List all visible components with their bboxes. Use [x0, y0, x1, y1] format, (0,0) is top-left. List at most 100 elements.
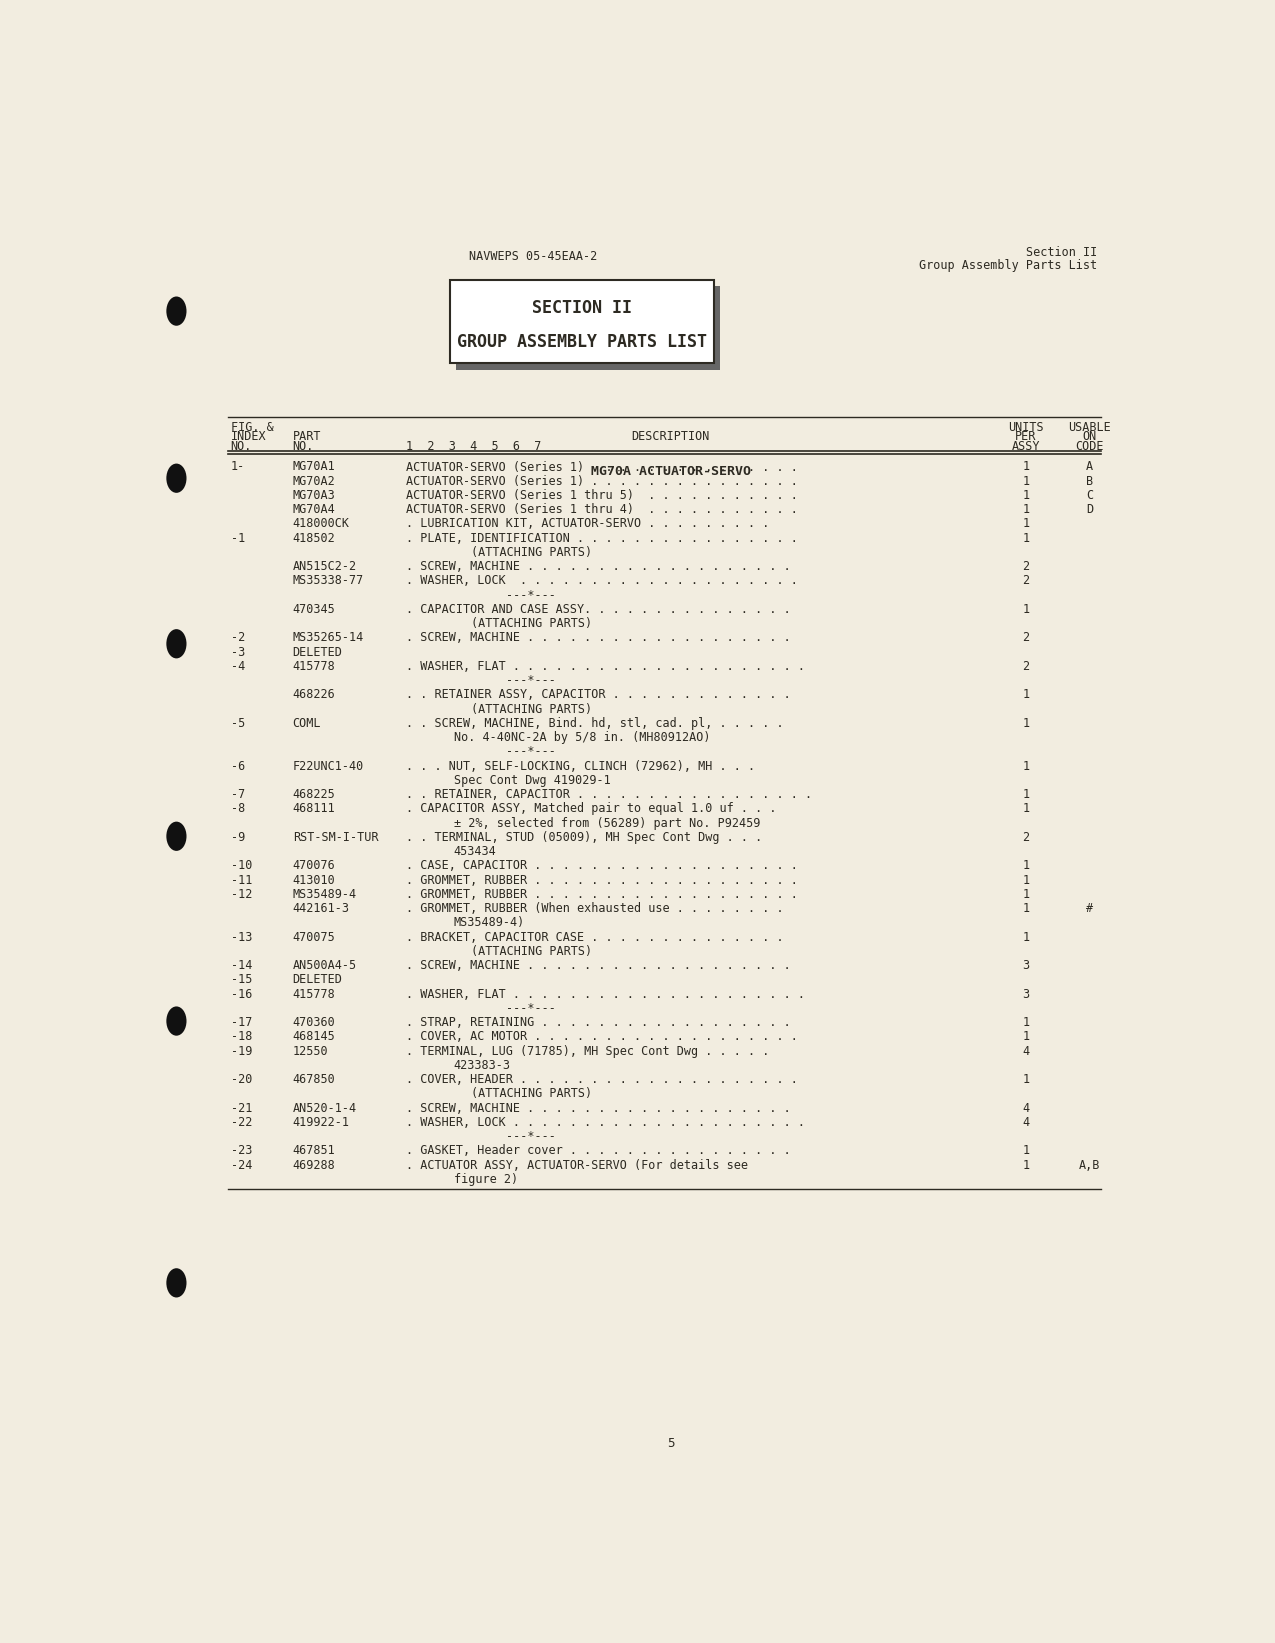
Ellipse shape: [166, 463, 186, 493]
Text: ON: ON: [1082, 430, 1096, 444]
Text: figure 2): figure 2): [454, 1173, 518, 1186]
Text: USABLE: USABLE: [1068, 421, 1111, 434]
Text: (ATTACHING PARTS): (ATTACHING PARTS): [470, 545, 592, 559]
Text: -10: -10: [231, 859, 252, 872]
Text: -13: -13: [231, 930, 252, 943]
Text: 1: 1: [1023, 490, 1029, 503]
Text: ---*---: ---*---: [506, 674, 556, 687]
Text: A: A: [1086, 460, 1093, 473]
Text: 3: 3: [1023, 960, 1029, 973]
Text: 1: 1: [1023, 1073, 1029, 1086]
Text: -4: -4: [231, 660, 245, 674]
Text: D: D: [1086, 503, 1093, 516]
Text: Spec Cont Dwg 419029-1: Spec Cont Dwg 419029-1: [454, 774, 611, 787]
Text: PART: PART: [293, 430, 321, 444]
Text: 470075: 470075: [293, 930, 335, 943]
Text: B: B: [1086, 475, 1093, 488]
Text: ACTUATOR-SERVO (Series 1) . . . . . . . . . . . . . . .: ACTUATOR-SERVO (Series 1) . . . . . . . …: [405, 460, 798, 473]
Text: 5: 5: [667, 1438, 674, 1449]
Text: . CASE, CAPACITOR . . . . . . . . . . . . . . . . . . .: . CASE, CAPACITOR . . . . . . . . . . . …: [405, 859, 798, 872]
Text: FIG. &: FIG. &: [231, 421, 273, 434]
Text: MG70A2: MG70A2: [293, 475, 335, 488]
Text: -22: -22: [231, 1116, 252, 1129]
Text: 1: 1: [1023, 930, 1029, 943]
Text: COML: COML: [293, 716, 321, 729]
Text: 415778: 415778: [293, 660, 335, 674]
Text: MS35489-4: MS35489-4: [293, 887, 357, 900]
Text: ---*---: ---*---: [506, 1002, 556, 1015]
Text: -19: -19: [231, 1045, 252, 1058]
Text: 1: 1: [1023, 789, 1029, 802]
Text: 1: 1: [1023, 1015, 1029, 1029]
Text: . WASHER, FLAT . . . . . . . . . . . . . . . . . . . . .: . WASHER, FLAT . . . . . . . . . . . . .…: [405, 987, 805, 1001]
Text: 469288: 469288: [293, 1158, 335, 1171]
Text: ---*---: ---*---: [506, 746, 556, 759]
Ellipse shape: [166, 1268, 186, 1298]
Text: . TERMINAL, LUG (71785), MH Spec Cont Dwg . . . . .: . TERMINAL, LUG (71785), MH Spec Cont Dw…: [405, 1045, 769, 1058]
Text: . COVER, AC MOTOR . . . . . . . . . . . . . . . . . . .: . COVER, AC MOTOR . . . . . . . . . . . …: [405, 1030, 798, 1043]
Text: . GASKET, Header cover . . . . . . . . . . . . . . . .: . GASKET, Header cover . . . . . . . . .…: [405, 1144, 790, 1157]
Text: . LUBRICATION KIT, ACTUATOR-SERVO . . . . . . . . .: . LUBRICATION KIT, ACTUATOR-SERVO . . . …: [405, 518, 769, 531]
Text: 418000CK: 418000CK: [293, 518, 349, 531]
Text: -21: -21: [231, 1101, 252, 1114]
Text: 415778: 415778: [293, 987, 335, 1001]
Text: -24: -24: [231, 1158, 252, 1171]
Text: -8: -8: [231, 802, 245, 815]
Text: AN520-1-4: AN520-1-4: [293, 1101, 357, 1114]
Text: 1: 1: [1023, 802, 1029, 815]
Text: -15: -15: [231, 973, 252, 986]
Text: #: #: [1086, 902, 1093, 915]
Text: ---*---: ---*---: [506, 588, 556, 601]
Text: 2: 2: [1023, 575, 1029, 588]
Text: 1: 1: [1023, 716, 1029, 729]
Text: UNITS: UNITS: [1009, 421, 1044, 434]
Text: MS35338-77: MS35338-77: [293, 575, 363, 588]
Text: Section II: Section II: [1026, 246, 1096, 260]
Text: A,B: A,B: [1079, 1158, 1100, 1171]
Text: (ATTACHING PARTS): (ATTACHING PARTS): [470, 618, 592, 631]
Text: . . TERMINAL, STUD (05009), MH Spec Cont Dwg . . .: . . TERMINAL, STUD (05009), MH Spec Cont…: [405, 831, 762, 845]
Text: -1: -1: [231, 532, 245, 545]
Text: 12550: 12550: [293, 1045, 328, 1058]
Text: 423383-3: 423383-3: [454, 1058, 511, 1071]
Text: -18: -18: [231, 1030, 252, 1043]
Text: 1: 1: [1023, 475, 1029, 488]
Text: -9: -9: [231, 831, 245, 845]
Text: 1: 1: [1023, 859, 1029, 872]
Text: (ATTACHING PARTS): (ATTACHING PARTS): [470, 945, 592, 958]
Text: SECTION II: SECTION II: [532, 299, 631, 317]
Text: -16: -16: [231, 987, 252, 1001]
Text: 1: 1: [1023, 759, 1029, 772]
Text: DELETED: DELETED: [293, 973, 343, 986]
Ellipse shape: [166, 822, 186, 851]
Text: 1: 1: [1023, 532, 1029, 545]
Text: 1: 1: [1023, 688, 1029, 702]
Text: (ATTACHING PARTS): (ATTACHING PARTS): [470, 1088, 592, 1101]
Text: 3: 3: [1023, 987, 1029, 1001]
Text: MG70A4: MG70A4: [293, 503, 335, 516]
Text: No. 4-40NC-2A by 5/8 in. (MH80912AO): No. 4-40NC-2A by 5/8 in. (MH80912AO): [454, 731, 710, 744]
Text: Group Assembly Parts List: Group Assembly Parts List: [919, 258, 1096, 271]
Text: -20: -20: [231, 1073, 252, 1086]
Text: 1: 1: [1023, 503, 1029, 516]
Text: -3: -3: [231, 646, 245, 659]
Text: 2: 2: [1023, 560, 1029, 573]
Text: 468111: 468111: [293, 802, 335, 815]
Text: . BRACKET, CAPACITOR CASE . . . . . . . . . . . . . .: . BRACKET, CAPACITOR CASE . . . . . . . …: [405, 930, 783, 943]
Text: . WASHER, LOCK  . . . . . . . . . . . . . . . . . . . .: . WASHER, LOCK . . . . . . . . . . . . .…: [405, 575, 798, 588]
Text: 2: 2: [1023, 831, 1029, 845]
Text: -14: -14: [231, 960, 252, 973]
Text: -6: -6: [231, 759, 245, 772]
Bar: [450, 281, 714, 363]
Text: -7: -7: [231, 789, 245, 802]
Text: . SCREW, MACHINE . . . . . . . . . . . . . . . . . . .: . SCREW, MACHINE . . . . . . . . . . . .…: [405, 1101, 790, 1114]
Text: -5: -5: [231, 716, 245, 729]
Text: -11: -11: [231, 874, 252, 887]
Text: ACTUATOR-SERVO (Series 1 thru 4)  . . . . . . . . . . .: ACTUATOR-SERVO (Series 1 thru 4) . . . .…: [405, 503, 798, 516]
Text: -23: -23: [231, 1144, 252, 1157]
Text: . CAPACITOR ASSY, Matched pair to equal 1.0 uf . . .: . CAPACITOR ASSY, Matched pair to equal …: [405, 802, 776, 815]
Text: MG70A ACTUATOR-SERVO: MG70A ACTUATOR-SERVO: [590, 465, 751, 478]
Text: . . RETAINER, CAPACITOR . . . . . . . . . . . . . . . . .: . . RETAINER, CAPACITOR . . . . . . . . …: [405, 789, 812, 802]
Text: . WASHER, FLAT . . . . . . . . . . . . . . . . . . . . .: . WASHER, FLAT . . . . . . . . . . . . .…: [405, 660, 805, 674]
Text: -12: -12: [231, 887, 252, 900]
